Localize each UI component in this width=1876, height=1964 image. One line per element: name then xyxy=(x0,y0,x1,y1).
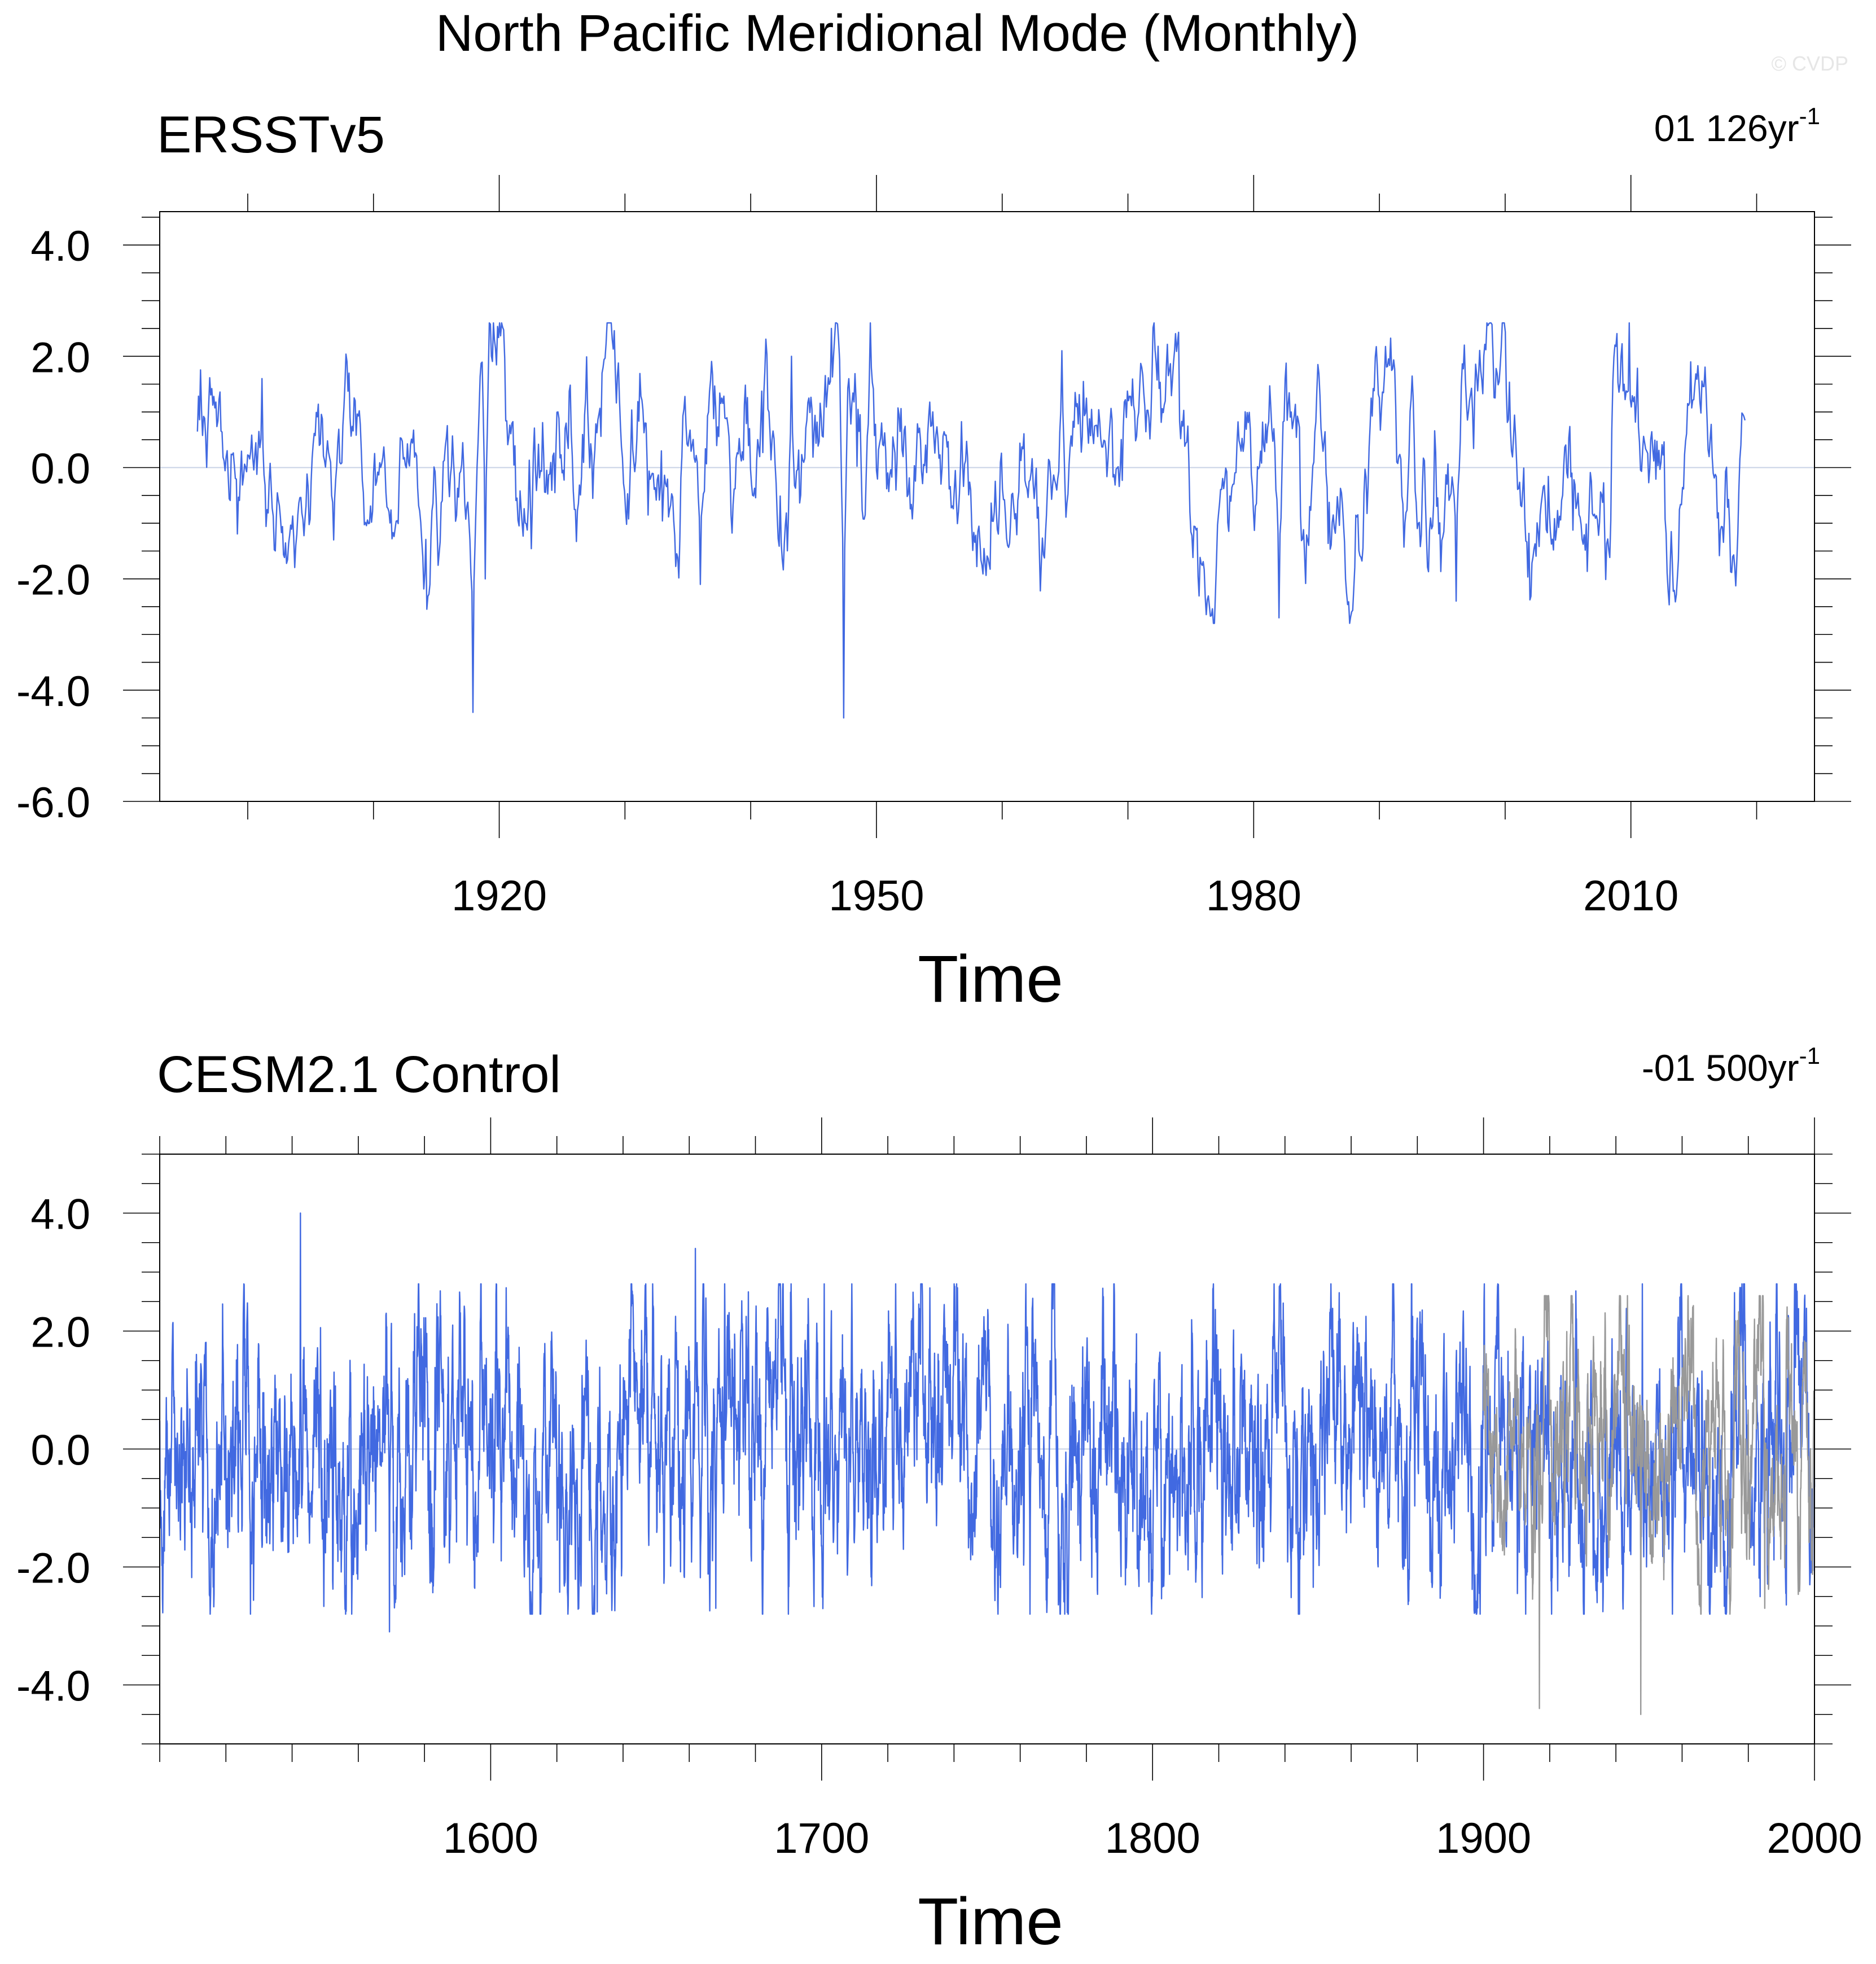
plot-frame xyxy=(159,211,1815,802)
x-tick-label: 1800 xyxy=(1105,1814,1200,1862)
series-line-main xyxy=(196,322,1746,719)
x-tick-label: 1920 xyxy=(452,872,547,920)
y-tick-label: 4.0 xyxy=(30,1191,90,1239)
y-tick-label: -2.0 xyxy=(16,1545,90,1593)
panel-title: CESM2.1 Control xyxy=(157,1046,561,1103)
y-tick-label: -2.0 xyxy=(16,556,90,604)
trend-label: 01 126yr-1 xyxy=(1654,103,1820,149)
panel-ersstv5: ERSSTv5 01 126yr-1 4.0 2.0 0.0 -2.0 -4.0 -6.0 19… xyxy=(16,103,1851,1016)
y-tick-label: 2.0 xyxy=(30,1309,90,1357)
panel-title: ERSSTv5 xyxy=(157,106,385,164)
x-tick-label: 2010 xyxy=(1583,872,1678,920)
y-tick-label: 0.0 xyxy=(30,445,90,493)
trend-superscript: -1 xyxy=(1799,1042,1820,1069)
watermark: © CVDP xyxy=(1771,52,1848,75)
y-tick-label: -4.0 xyxy=(16,668,90,716)
x-tick-label: 1980 xyxy=(1206,872,1301,920)
trend-label: -01 500yr-1 xyxy=(1642,1042,1820,1089)
panel-cesm2-control: CESM2.1 Control -01 500yr-1 4.0 2.0 0.0 -2.0 -… xyxy=(16,1042,1862,1959)
x-tick-label: 1600 xyxy=(443,1814,538,1862)
y-tick-label: 0.0 xyxy=(30,1427,90,1475)
x-axis-label: Time xyxy=(918,942,1063,1016)
y-tick-label: 2.0 xyxy=(30,334,90,382)
figure-title: North Pacific Meridional Mode (Monthly) xyxy=(436,5,1359,62)
x-tick-label: 1900 xyxy=(1436,1814,1531,1862)
x-tick-label: 1950 xyxy=(829,872,924,920)
y-tick-label: -4.0 xyxy=(16,1663,90,1711)
x-tick-label: 2000 xyxy=(1767,1814,1862,1862)
y-tick-label: -6.0 xyxy=(16,779,90,827)
trend-superscript: -1 xyxy=(1799,103,1820,129)
series-line-overlay xyxy=(1483,1295,1816,1715)
y-tick-label: 4.0 xyxy=(30,222,90,270)
x-tick-label: 1700 xyxy=(774,1814,869,1862)
x-axis-label: Time xyxy=(918,1884,1063,1959)
